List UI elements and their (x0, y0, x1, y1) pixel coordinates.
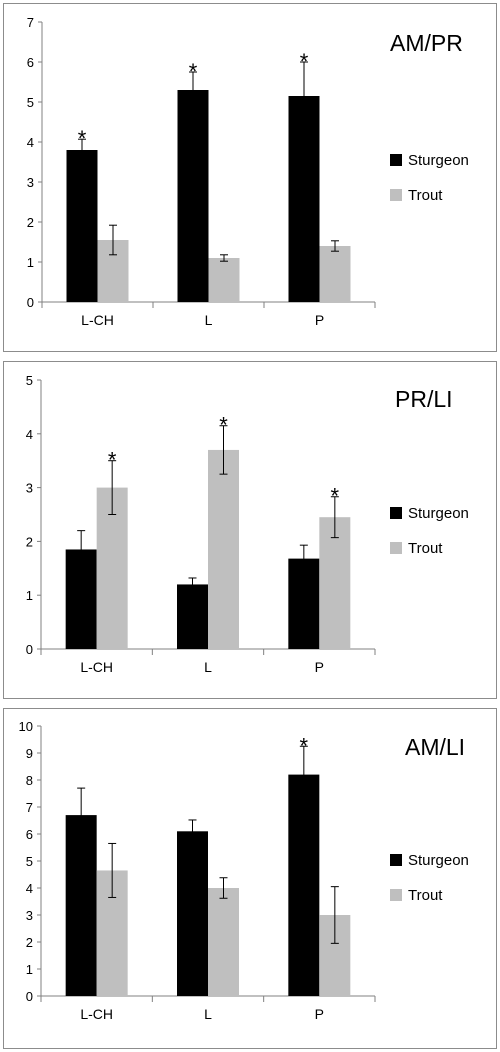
x-category-label: P (315, 1006, 324, 1022)
y-tick-label: 3 (26, 481, 33, 496)
legend-swatch-sturgeon (390, 507, 402, 519)
significance-marker: * (78, 126, 87, 151)
x-category-label: L (204, 659, 212, 675)
bar-sturgeon-p (288, 774, 320, 996)
bar-trout-l (208, 888, 239, 996)
x-category-label: L-CH (80, 1006, 113, 1022)
x-category-label: L-CH (80, 659, 113, 675)
chart-title: PR/LI (395, 386, 453, 412)
y-tick-label: 3 (26, 908, 33, 923)
legend-label-trout: Trout (408, 186, 443, 204)
y-tick-label: 7 (26, 800, 33, 815)
legend-swatch-trout (390, 542, 402, 554)
significance-marker: * (219, 413, 228, 438)
chart-legend: Sturgeon Trout (390, 502, 469, 572)
legend-swatch-trout (390, 189, 402, 201)
chart-panel-am-pr: 0 1 2 3 4 5 6 7 L-CH * L * P * AM/PR Sturgeon Trout (3, 3, 497, 352)
y-tick-label: 9 (26, 746, 33, 761)
bar-sturgeon-l (177, 831, 208, 996)
x-category-label: L (204, 1006, 212, 1022)
y-tick-label: 4 (27, 135, 34, 150)
y-tick-label: 2 (27, 215, 34, 230)
legend-label-sturgeon: Sturgeon (408, 504, 469, 522)
significance-marker: * (300, 733, 309, 758)
legend-swatch-sturgeon (390, 854, 402, 866)
bar-sturgeon-l-ch (65, 815, 97, 996)
legend-item-trout: Trout (390, 884, 469, 906)
y-tick-label: 6 (26, 827, 33, 842)
bar-sturgeon-l-ch (66, 150, 98, 302)
y-tick-label: 4 (26, 881, 33, 896)
y-tick-label: 1 (27, 255, 34, 270)
y-tick-label: 3 (27, 175, 34, 190)
y-tick-label: 0 (26, 989, 33, 1004)
significance-marker: * (189, 59, 198, 84)
y-tick-label: 7 (27, 15, 34, 30)
y-tick-label: 6 (27, 55, 34, 70)
legend-item-sturgeon: Sturgeon (390, 849, 469, 871)
chart-legend: Sturgeon Trout (390, 149, 469, 219)
y-tick-label: 8 (26, 773, 33, 788)
legend-swatch-sturgeon (390, 154, 402, 166)
y-tick-label: 4 (26, 427, 33, 442)
x-category-label: L (205, 312, 213, 328)
legend-item-sturgeon: Sturgeon (390, 502, 469, 524)
bar-trout-p (319, 517, 351, 649)
x-category-label: P (315, 312, 324, 328)
bar-sturgeon-l (177, 90, 209, 302)
y-tick-label: 0 (27, 295, 34, 310)
significance-marker: * (300, 49, 309, 74)
y-tick-label: 5 (27, 95, 34, 110)
y-tick-label: 1 (26, 588, 33, 603)
y-tick-label: 5 (26, 854, 33, 869)
y-tick-label: 10 (19, 719, 33, 734)
chart-title: AM/LI (405, 734, 466, 760)
y-tick-label: 1 (26, 962, 33, 977)
significance-marker: * (108, 448, 117, 473)
bar-trout-l (208, 449, 239, 649)
legend-label-trout: Trout (408, 886, 443, 904)
legend-item-trout: Trout (390, 537, 469, 559)
bar-chart-am-li: 0 1 2 3 4 5 6 7 8 9 10 L-CH L P * (19, 719, 376, 1022)
legend-item-trout: Trout (390, 184, 469, 206)
legend-item-sturgeon: Sturgeon (390, 149, 469, 171)
bar-chart-am-pr: 0 1 2 3 4 5 6 7 L-CH * L * P * (27, 15, 376, 328)
chart-legend: Sturgeon Trout (390, 849, 469, 919)
legend-label-sturgeon: Sturgeon (408, 851, 469, 869)
legend-label-sturgeon: Sturgeon (408, 151, 469, 169)
legend-swatch-trout (390, 889, 402, 901)
y-tick-label: 2 (26, 935, 33, 950)
chart-panel-am-li: 0 1 2 3 4 5 6 7 8 9 10 L-CH L P * AM/LI Sturgeon Trout (3, 708, 497, 1049)
y-tick-label: 0 (26, 642, 33, 657)
significance-marker: * (331, 484, 340, 509)
x-category-label: L-CH (81, 312, 114, 328)
chart-panel-pr-li: 0 1 2 3 4 5 L-CH * L * P * PR/LI Sturgeon Trout (3, 361, 497, 699)
chart-title: AM/PR (390, 30, 463, 56)
bar-sturgeon-p (288, 558, 320, 649)
bar-trout-l (208, 258, 240, 302)
bar-sturgeon-l (177, 584, 208, 649)
bar-trout-p (319, 246, 351, 302)
bar-chart-pr-li: 0 1 2 3 4 5 L-CH * L * P * (26, 373, 376, 675)
legend-label-trout: Trout (408, 539, 443, 557)
y-tick-label: 2 (26, 534, 33, 549)
x-category-label: P (315, 659, 324, 675)
y-tick-label: 5 (26, 373, 33, 388)
